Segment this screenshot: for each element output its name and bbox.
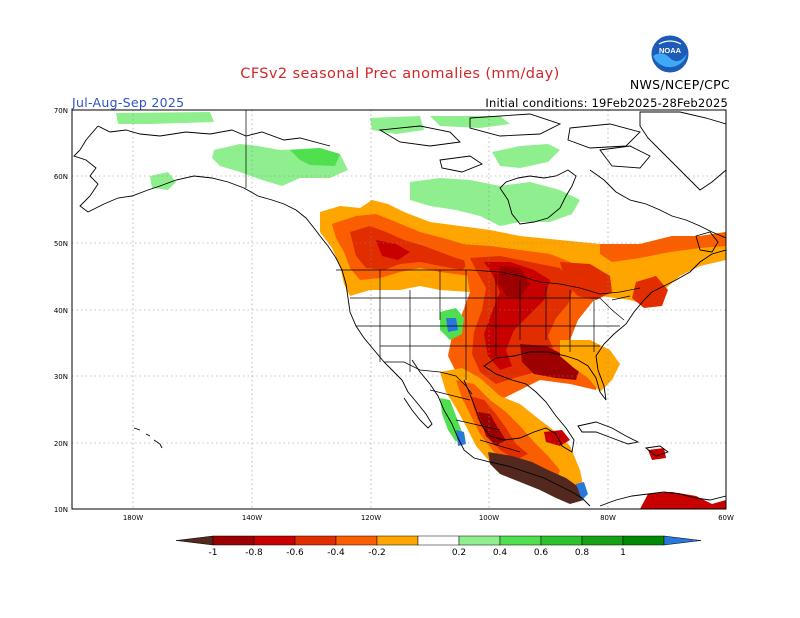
lon-label: 140W <box>242 514 262 522</box>
lon-label: 180W <box>123 514 143 522</box>
coast-newfoundland <box>695 231 719 253</box>
coastlines <box>73 111 726 507</box>
chart-title: CFSv2 seasonal Prec anomalies (mm/day) <box>240 66 560 82</box>
anomaly-dry-quebec <box>600 232 726 262</box>
noaa-logo: NOAA <box>650 34 690 74</box>
anomaly-wet-arctic-west <box>116 112 214 124</box>
anomaly-wet-panama <box>576 482 588 500</box>
lon-label: 100W <box>479 514 499 522</box>
initial-conditions-label: Initial conditions: 19Feb2025-28Feb2025 <box>485 96 728 110</box>
anomaly-dry-south-dark <box>520 344 580 380</box>
border-states-northeast <box>599 295 631 321</box>
anomaly-dry-plains-core <box>484 262 550 370</box>
border-states-central <box>495 274 595 356</box>
anomaly-wet-yukon-2 <box>290 148 340 166</box>
lat-label: 10N <box>54 506 68 514</box>
map-background <box>72 110 726 509</box>
latitude-labels: 70N 60N 50N 40N 30N 20N 10N <box>54 107 68 514</box>
anomaly-dry-plains-extreme <box>498 266 530 298</box>
coast-arctic-islands-5 <box>599 145 651 169</box>
anomaly-dry-southeast <box>560 340 620 392</box>
lat-label: 30N <box>54 373 68 381</box>
coast-greenland <box>639 111 726 191</box>
lat-label: 20N <box>54 440 68 448</box>
lon-label: 60W <box>718 514 734 522</box>
anomaly-wet-alaska-west <box>150 172 176 190</box>
anomaly-shading <box>116 112 726 509</box>
coast-cuba <box>577 421 640 445</box>
border-mexico-states <box>429 389 521 453</box>
political-borders <box>245 110 641 453</box>
lat-label: 60N <box>54 173 68 181</box>
anomaly-dry-bc-dark <box>350 226 470 270</box>
anomaly-wet-gulf-yucatan <box>544 430 570 446</box>
longitude-labels: 180W 140W 120W 100W 80W 60W <box>123 514 734 522</box>
agency-label: NWS/NCEP/CPC <box>629 77 730 92</box>
anomaly-wet-colorado-core <box>446 318 458 332</box>
anomaly-dry-mexico-core <box>478 412 506 446</box>
anomaly-wet-mexico-blue <box>456 430 466 446</box>
border-states-horizontal <box>350 297 620 347</box>
coast-arctic-islands-4 <box>439 155 483 173</box>
border-states-west <box>379 270 467 380</box>
coast-mexico-west <box>411 359 591 507</box>
coast-arctic-islands-2 <box>469 113 562 137</box>
lon-label: 80W <box>600 514 616 522</box>
anomaly-dry-mexico-dark <box>470 396 528 460</box>
map-frame <box>71 109 727 510</box>
anomaly-dry-lakes <box>560 262 612 300</box>
lat-label: 40N <box>54 307 68 315</box>
graticule <box>72 110 726 509</box>
lat-label: 50N <box>54 240 68 248</box>
anomaly-dry-venezuela <box>640 492 726 509</box>
border-us-mexico <box>384 361 473 395</box>
anomaly-dry-northeast <box>632 276 668 308</box>
anomaly-dry-central-america <box>488 452 584 504</box>
coast-baja <box>401 379 433 429</box>
anomaly-dry-bc-darker <box>376 240 410 260</box>
anomaly-wet-hudson <box>410 178 580 226</box>
coast-labrador <box>589 169 726 239</box>
coast-hudson-bay <box>499 169 577 225</box>
coast-alaska-west <box>73 125 245 213</box>
coast-alaska-north <box>97 125 331 147</box>
lon-label: 120W <box>361 514 381 522</box>
border-us-canada <box>336 269 641 295</box>
logo-text: NOAA <box>659 46 682 55</box>
coast-alaska-south <box>243 187 321 237</box>
coast-south-america <box>599 491 726 507</box>
lat-label: 70N <box>54 107 68 115</box>
coast-arctic-islands-3 <box>567 123 641 149</box>
coast-arctic-islands-1 <box>378 125 461 147</box>
coast-hispaniola <box>644 445 669 457</box>
season-label: Jul-Aug-Sep 2025 <box>72 95 185 110</box>
coast-gulf <box>463 249 726 453</box>
coast-hawaii <box>133 427 163 449</box>
anomaly-wet-hudson-north <box>492 144 560 168</box>
anomaly-dry-hispaniola <box>648 448 666 460</box>
